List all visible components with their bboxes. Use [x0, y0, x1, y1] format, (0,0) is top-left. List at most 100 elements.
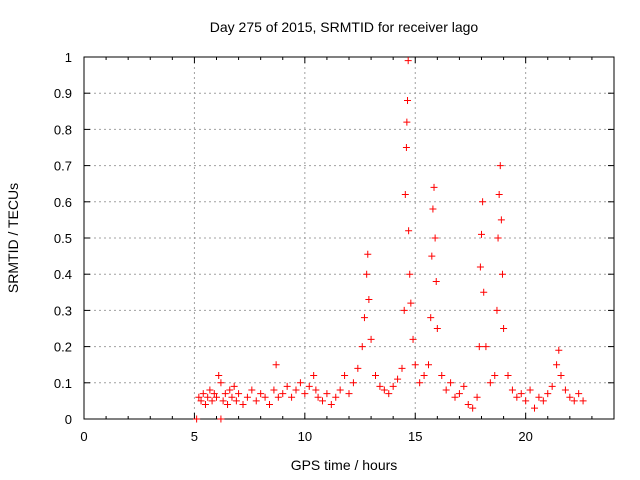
chart-title: Day 275 of 2015, SRMTID for receiver lag…: [210, 19, 479, 35]
plus-marker: [376, 382, 384, 390]
plus-marker: [341, 372, 349, 380]
plus-marker: [407, 299, 415, 307]
plus-marker: [270, 386, 278, 394]
plus-marker: [232, 397, 240, 405]
plus-marker: [394, 375, 402, 383]
data-point: [365, 296, 373, 304]
data-point: [401, 191, 409, 199]
data-point: [428, 252, 436, 260]
plus-marker: [363, 270, 371, 278]
plus-marker: [464, 401, 472, 409]
y-tick-label: 0.2: [54, 340, 72, 355]
plus-marker: [478, 230, 485, 238]
plus-marker: [252, 397, 260, 405]
data-point: [416, 379, 424, 387]
data-point: [420, 372, 428, 380]
plus-marker: [491, 372, 499, 380]
plus-marker: [288, 393, 296, 401]
data-point: [310, 372, 318, 380]
plus-marker: [531, 404, 538, 412]
plus-marker: [204, 393, 212, 401]
data-point: [283, 382, 291, 390]
plus-marker: [274, 393, 282, 401]
plus-marker: [239, 401, 247, 409]
plus-marker: [429, 205, 437, 213]
data-point: [213, 393, 220, 401]
data-point: [497, 216, 505, 224]
data-point: [478, 230, 485, 238]
x-tick-label: 0: [80, 429, 87, 444]
data-point: [442, 386, 450, 394]
data-point: [406, 270, 414, 278]
data-point: [561, 386, 569, 394]
plus-marker: [404, 96, 412, 104]
data-point: [517, 390, 525, 398]
plus-marker: [404, 57, 412, 65]
data-point: [363, 270, 371, 278]
plus-marker: [473, 393, 481, 401]
data-point: [480, 288, 488, 296]
data-point: [372, 372, 379, 380]
plus-marker: [460, 382, 468, 390]
plus-marker: [566, 393, 574, 401]
plus-marker: [496, 162, 504, 170]
plus-marker: [364, 250, 372, 258]
plus-marker: [579, 397, 587, 405]
data-point: [332, 393, 340, 401]
data-point: [199, 390, 207, 398]
plus-marker: [193, 415, 201, 423]
plus-marker: [219, 397, 227, 405]
data-point: [429, 205, 437, 213]
data-point: [235, 390, 243, 398]
data-point: [531, 404, 538, 412]
data-point: [500, 325, 508, 332]
data-point: [405, 227, 413, 235]
data-point: [239, 401, 247, 409]
plus-marker: [522, 397, 530, 405]
data-point: [336, 386, 344, 394]
data-point: [427, 314, 435, 322]
plus-marker: [197, 397, 205, 405]
plus-marker: [257, 390, 265, 398]
data-point: [522, 397, 530, 405]
plus-marker: [358, 343, 366, 351]
data-point: [219, 397, 227, 405]
plus-marker: [555, 346, 563, 354]
data-point: [226, 386, 234, 394]
data-point: [482, 343, 490, 351]
data-point: [513, 393, 521, 401]
plus-marker: [508, 386, 516, 394]
data-point: [358, 343, 366, 351]
plus-marker: [575, 390, 583, 398]
plus-marker: [354, 364, 362, 372]
plus-marker: [380, 386, 388, 394]
y-tick-label: 0.5: [54, 231, 72, 246]
plus-marker: [296, 379, 304, 387]
plus-marker: [323, 390, 331, 398]
data-point: [279, 390, 287, 398]
plus-marker: [425, 361, 432, 369]
plus-marker: [504, 372, 512, 380]
data-point: [210, 390, 218, 398]
data-point: [398, 364, 406, 372]
plus-marker: [195, 393, 203, 401]
data-point: [341, 372, 349, 380]
plus-marker: [526, 386, 534, 394]
data-point: [208, 397, 216, 405]
data-point: [261, 393, 269, 401]
data-point: [195, 393, 203, 401]
plus-marker: [570, 397, 578, 405]
data-point: [385, 390, 393, 398]
data-point: [288, 393, 296, 401]
data-point: [367, 335, 375, 343]
plus-marker: [266, 401, 273, 409]
data-point: [360, 314, 368, 322]
data-point: [430, 183, 438, 191]
plus-marker: [535, 393, 543, 401]
plus-marker: [420, 372, 428, 380]
plus-marker: [539, 397, 547, 405]
data-point: [228, 393, 236, 401]
plus-marker: [217, 415, 225, 423]
plus-marker: [405, 227, 413, 235]
